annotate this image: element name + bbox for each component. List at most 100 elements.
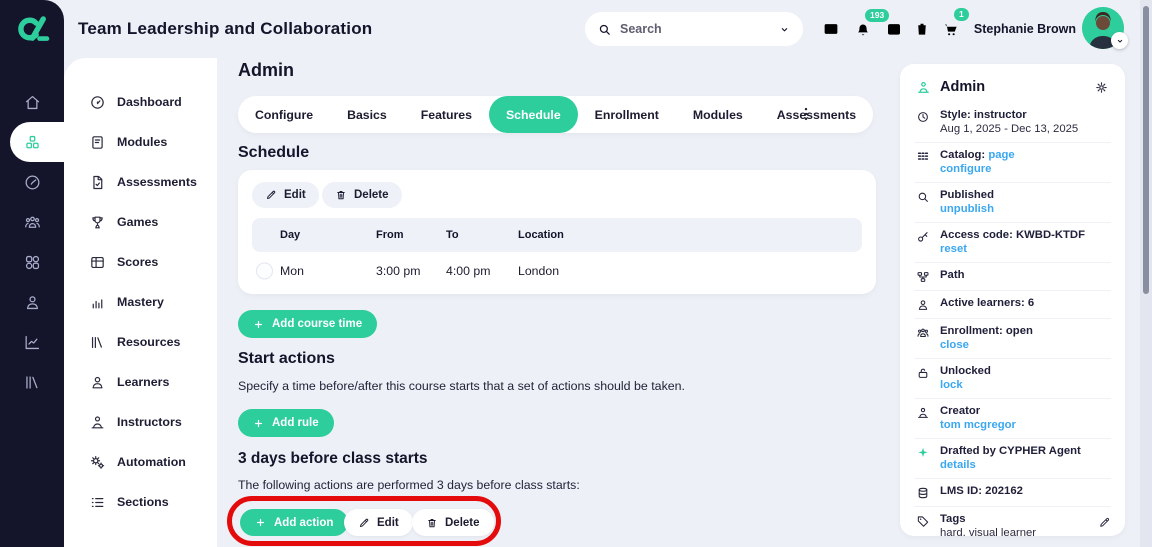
rail-item-gauge[interactable] [0,162,64,202]
games-icon [89,214,106,231]
panel-row-line2: Aug 1, 2025 - Dec 13, 2025 [940,122,1079,135]
panel-row-line1: Creator [940,405,1111,419]
schedule-heading: Schedule [238,144,310,161]
tab-configure[interactable]: Configure [255,107,314,122]
tab-basics[interactable]: Basics [347,107,387,122]
bell-icon[interactable] [854,20,872,38]
panel-row-line1-text: Tags [940,513,966,525]
gear-icon[interactable] [1094,80,1109,95]
mail-icon[interactable] [822,20,840,38]
start-actions-heading: Start actions [238,350,335,367]
profile-menu-chevron[interactable] [1111,32,1128,49]
panel-row-access-code: Access code: KWBD-KTDF reset [914,222,1111,262]
sidebar-item-automation[interactable]: Automation [64,442,217,482]
tab-enrollment[interactable]: Enrollment [594,107,659,122]
sidebar-item-sections[interactable]: Sections [64,482,217,522]
panel-row-line2-link[interactable]: close [940,338,969,351]
panel-row-line2-link[interactable]: lock [940,378,963,391]
tab-modules[interactable]: Modules [692,107,743,122]
sidebar-item-dashboard[interactable]: Dashboard [64,82,217,122]
add-action-button[interactable]: Add action [240,509,349,536]
plus-icon [255,517,266,528]
add-rule-button[interactable]: Add rule [238,409,334,437]
add-course-time-button[interactable]: Add course time [238,310,378,338]
schedule-delete-button[interactable]: Delete [322,182,402,208]
enrollment-icon [916,326,930,340]
sidebar-item-mastery[interactable]: Mastery [64,282,217,322]
user-name[interactable]: Stephanie Brown [973,22,1076,36]
rail-item-apps[interactable] [0,242,64,282]
sidebar-item-label: Mastery [117,295,164,309]
rail-item-home[interactable] [0,82,64,122]
schedule-edit-label: Edit [284,189,306,201]
panel-row-line1-link[interactable]: page [988,149,1015,161]
sidebar-item-resources[interactable]: Resources [64,322,217,362]
panel-row-line2-link[interactable]: configure [940,162,992,175]
sidebar-item-label: Modules [117,135,168,149]
tab-schedule[interactable]: Schedule [488,96,578,133]
add-course-time-label: Add course time [272,318,363,330]
schedule-edit-button[interactable]: Edit [252,182,319,208]
panel-row-text: Tags hard, visual learner [940,513,1088,536]
three-days-heading: 3 days before class starts [238,450,428,467]
rail-item-analytics[interactable] [0,322,64,362]
cart-icon[interactable] [942,20,960,38]
sidebar-item-learners[interactable]: Learners [64,362,217,402]
people-icon [23,213,42,232]
panel-row-line1-text: Access code: KWBD-KTDF [940,229,1085,241]
search-box[interactable] [585,12,803,46]
sidebar-item-modules[interactable]: Modules [64,122,217,162]
panel-row-line1: Catalog: page [940,149,1111,163]
row-radio[interactable] [256,262,273,280]
add-action-label: Add action [274,516,334,529]
panel-row-line1-text: Path [940,269,965,281]
panel-row-line2-link[interactable]: details [940,458,976,471]
active-learners-icon [916,298,930,312]
panel-row-text: Path [940,269,1111,283]
search-icon [597,22,612,37]
analytics-icon [23,333,42,352]
more-tabs-icon[interactable] [797,105,815,123]
tab-assessments[interactable]: Assessments [776,107,857,122]
tab-features[interactable]: Features [420,107,472,122]
scrollbar-thumb[interactable] [1143,6,1149,294]
sidebar-item-label: Instructors [117,415,182,429]
panel-row-line2-link[interactable]: reset [940,242,968,255]
cart-badge: 1 [954,8,969,21]
sidebar-item-games[interactable]: Games [64,202,217,242]
search-chevron-down-icon[interactable] [778,23,791,36]
plus-icon [253,319,264,330]
rail-item-people[interactable] [0,202,64,242]
rail-item-library[interactable] [0,362,64,402]
rail-icon-list [0,82,64,402]
active-rail-pill [10,122,64,162]
rail-item-profile[interactable] [0,282,64,322]
resources-icon [89,334,106,351]
sidebar-item-instructors[interactable]: Instructors [64,402,217,442]
trash-icon [426,517,438,529]
action-edit-button[interactable]: Edit [344,509,413,536]
panel-row-line1-text: Creator [940,405,981,417]
search-input[interactable] [620,22,770,36]
cypher-logo[interactable] [0,0,64,58]
panel-row-line1: LMS ID: 202162 [940,485,1111,499]
sidebar-item-scores[interactable]: Scores [64,242,217,282]
trash-icon[interactable] [913,20,931,38]
avatar[interactable] [1082,7,1124,49]
action-delete-button[interactable]: Delete [412,509,494,536]
sidebar-item-assessments[interactable]: Assessments [64,162,217,202]
panel-row-line2: hard, visual learner [940,526,1037,537]
scrollbar-track[interactable] [1140,0,1152,547]
panel-row-tags: Tags hard, visual learner [914,506,1111,536]
panel-row-line1: Unlocked [940,365,1111,379]
panel-row-line1: Published [940,189,1111,203]
calendar-icon[interactable] [885,20,903,38]
rail-item-modules[interactable] [0,122,64,162]
panel-row-line1: Access code: KWBD-KTDF [940,229,1111,243]
panel-row-line2-link[interactable]: unpublish [940,202,994,215]
panel-row-line2-link[interactable]: tom mcgregor [940,418,1016,431]
schedule-table-row[interactable]: Mon 3:00 pm 4:00 pm London [252,256,862,286]
creator-icon [916,406,930,420]
tags-edit-icon[interactable] [1098,516,1111,529]
panel-row-text: Published unpublish [940,189,1111,216]
